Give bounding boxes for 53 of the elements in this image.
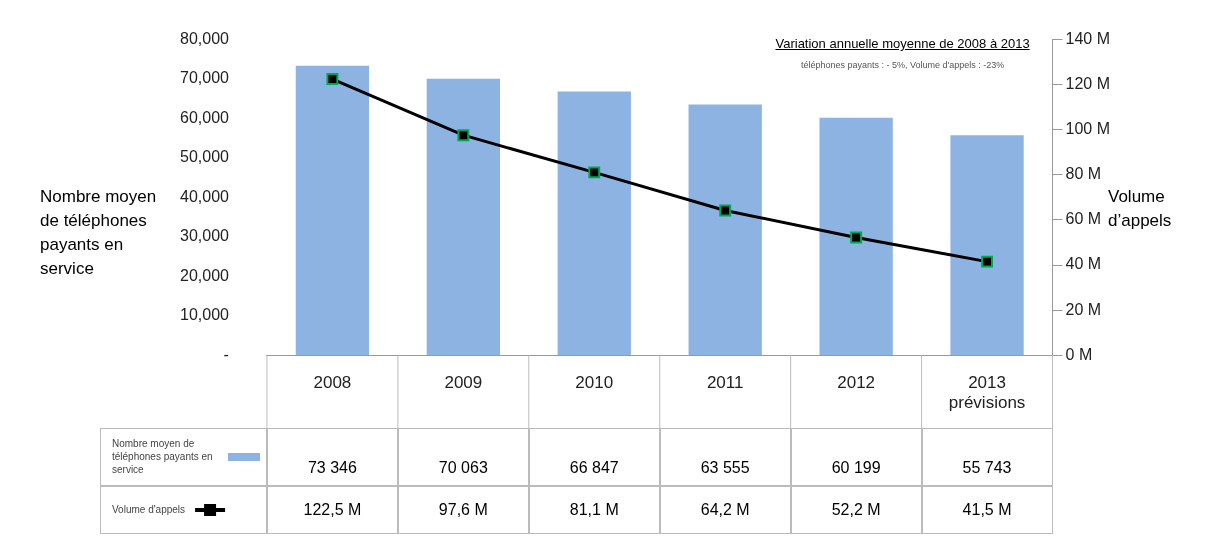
- x-tick-label: 2010: [575, 373, 614, 393]
- data-label: 66 847: [528, 428, 660, 486]
- bar: [295, 65, 370, 356]
- bar: [688, 104, 762, 356]
- y-tick-label: 10,000: [180, 306, 230, 324]
- data-label: 73 346: [266, 428, 398, 486]
- bar: [557, 91, 631, 356]
- bar: [950, 135, 1024, 356]
- y2-tick-label: 0 M: [1065, 345, 1093, 363]
- data-label: 41,5 M: [921, 486, 1053, 534]
- point: [719, 204, 732, 217]
- y-tick-label: 40,000: [180, 187, 230, 205]
- y-tick-label: 30,000: [180, 227, 230, 245]
- data-label: 81,1 M: [528, 486, 660, 534]
- legend-label: Nombre moyen de téléphones payants en service: [112, 437, 213, 475]
- chart-title: Variation annuelle moyenne de 2008 à 2013: [775, 36, 1030, 51]
- bar: [426, 78, 500, 356]
- data-label: 70 063: [397, 428, 529, 486]
- x-tick-label: 2013 prévisions: [948, 373, 1026, 413]
- data-label: 55 743: [921, 428, 1053, 486]
- y-tick-label: 60,000: [180, 108, 230, 126]
- point: [850, 231, 863, 244]
- x-tick-label: 2008: [313, 373, 352, 393]
- x-tick-label: 2011: [706, 373, 744, 393]
- y2-axis-title: Volume d’appels: [1108, 186, 1173, 232]
- y2-tick-label: 120 M: [1065, 75, 1110, 93]
- bar: [819, 117, 893, 356]
- y2-tick-label: 140 M: [1065, 30, 1110, 48]
- data-label: 63 555: [659, 428, 791, 486]
- x-tick-label: 2009: [444, 373, 483, 393]
- y-axis-title: Nombre moyen de téléphones payants en service: [40, 186, 158, 280]
- data-label: 97,6 M: [397, 486, 529, 534]
- data-label: 52,2 M: [790, 486, 922, 534]
- text: téléphones payants : - 5%, Volume d'appels : -23%: [799, 60, 1006, 70]
- y-tick-label: 20,000: [180, 266, 230, 284]
- y2-tick-label: 20 M: [1065, 300, 1102, 318]
- y-tick-label: 80,000: [180, 30, 230, 48]
- point: [981, 255, 994, 268]
- data-label: 64,2 M: [659, 486, 791, 534]
- data-label: 60 199: [790, 428, 922, 486]
- y2-tick-label: 40 M: [1065, 255, 1102, 273]
- y-tick-label: 50,000: [180, 148, 230, 166]
- y-tick-label: 70,000: [180, 69, 230, 87]
- point: [457, 129, 470, 142]
- point: [588, 166, 601, 179]
- y-tick-label: -: [223, 345, 229, 363]
- y2-tick-label: 60 M: [1065, 210, 1102, 228]
- data-label: 122,5 M: [266, 486, 398, 534]
- legend-label: Volume d'appels: [112, 503, 186, 515]
- point: [326, 73, 339, 85]
- y2-tick-label: 80 M: [1065, 165, 1102, 183]
- x-tick-label: 2012: [837, 373, 876, 393]
- y2-tick-label: 100 M: [1065, 120, 1110, 138]
